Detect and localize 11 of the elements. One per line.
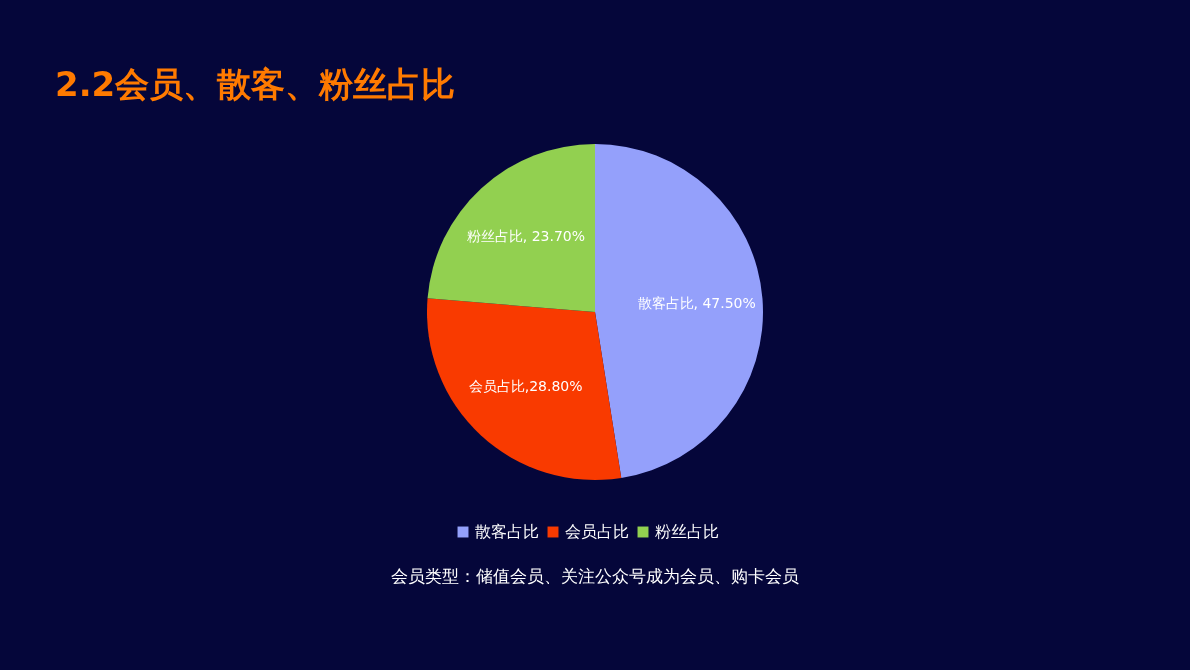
text: 会员类型：储值会员、关注公众号成为会员、购卡会员	[391, 566, 799, 586]
pie-slice	[427, 298, 622, 480]
data-label: 会员占比,28.80%	[468, 377, 583, 394]
legend-label: 会员占比	[565, 522, 629, 541]
pie-slice	[427, 144, 595, 312]
legend-label: 粉丝占比	[655, 522, 719, 541]
pie-slice	[595, 144, 763, 478]
chart-title: 2.2会员、散客、粉丝占比	[55, 64, 456, 104]
data-label: 散客占比, 47.50%	[637, 295, 756, 311]
legend-label: 散客占比	[475, 522, 539, 541]
data-label: 粉丝占比, 23.70%	[466, 227, 586, 244]
